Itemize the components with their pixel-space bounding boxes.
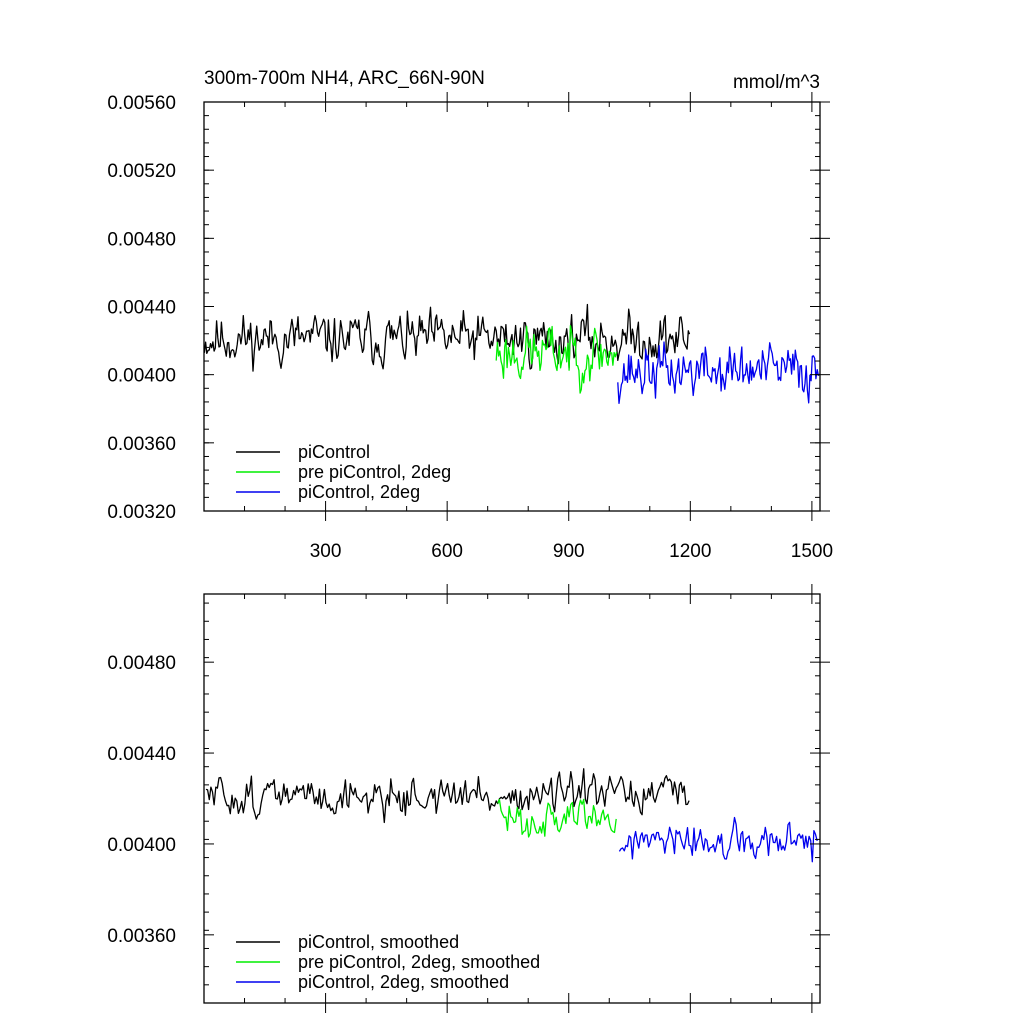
series-layer	[205, 768, 818, 863]
x-tick-label: 1200	[669, 541, 711, 562]
bottom-panel: 0.00360 0.00400 0.00440 0.00480 piControl, …	[107, 584, 830, 1013]
plot-frame	[203, 593, 821, 1004]
y-tick-label: 0.00440	[107, 744, 176, 765]
series-line	[618, 816, 818, 863]
x-tick-label: 900	[553, 541, 585, 562]
series-line	[495, 325, 618, 394]
series-layer	[203, 303, 821, 405]
ticks-layer	[204, 584, 830, 1013]
x-tick-label: 300	[310, 541, 342, 562]
y-tick-label: 0.00360	[107, 926, 176, 947]
y-tick-label: 0.00400	[107, 366, 176, 387]
tick-labels: 0.00360 0.00400 0.00440 0.00480	[107, 653, 176, 947]
legend-label: piControl, 2deg	[298, 482, 420, 502]
series-line	[617, 341, 821, 405]
y-tick-label: 0.00520	[107, 161, 176, 182]
legend-label: pre piControl, 2deg, smoothed	[298, 952, 540, 972]
y-tick-label: 0.00480	[107, 653, 176, 674]
y-tick-label: 0.00400	[107, 835, 176, 856]
y-tick-label: 0.00440	[107, 298, 176, 319]
units-label: mmol/m^3	[733, 72, 820, 93]
plot-frame	[203, 101, 821, 512]
y-tick-label: 0.00360	[107, 434, 176, 455]
legend-label: piControl, 2deg, smoothed	[298, 972, 509, 992]
legend-label: piControl	[298, 442, 370, 462]
x-tick-label: 600	[431, 541, 463, 562]
series-line	[497, 798, 617, 838]
series-line	[205, 768, 690, 824]
y-tick-label: 0.00320	[107, 502, 176, 523]
y-tick-label: 0.00560	[107, 93, 176, 114]
legend-label: piControl, smoothed	[298, 932, 459, 952]
tick-labels: 0.00320 0.00360 0.00400 0.00440 0.00480 0.005…	[107, 93, 833, 562]
legend-label: pre piControl, 2deg	[298, 462, 451, 482]
y-tick-label: 0.00480	[107, 229, 176, 250]
series-line	[203, 303, 691, 372]
top-panel: 300m-700m NH4, ARC_66N-90N mmol/m^3 0.00…	[107, 68, 833, 562]
x-tick-label: 1500	[791, 541, 833, 562]
chart-title: 300m-700m NH4, ARC_66N-90N	[204, 68, 485, 89]
